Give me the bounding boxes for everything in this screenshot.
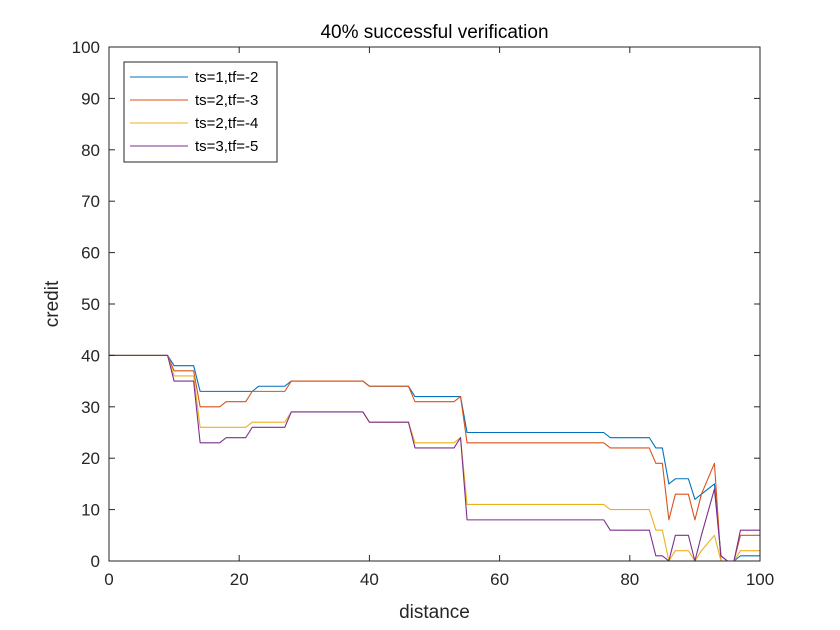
x-tick-label-100: 100 [746, 570, 774, 589]
chart-title: 40% successful verification [320, 22, 548, 43]
legend-items: ts=1,tf=-2 ts=2,tf=-3 ts=2,tf=-4 ts=3,tf=-5 [130, 69, 258, 155]
legend: ts=1,tf=-2 ts=2,tf=-3 ts=2,tf=-4 ts=3,tf=-5 [123, 61, 278, 163]
series-line-3 [109, 354, 760, 562]
series-line-2 [109, 354, 760, 562]
x-tick-label-0: 0 [104, 570, 113, 589]
x-tick-label-80: 80 [620, 570, 639, 589]
y-tick-label-40: 40 [81, 346, 100, 365]
y-tick-label-70: 70 [81, 192, 100, 211]
legend-label-2: ts=2,tf=-3 [195, 92, 258, 109]
series-layer [109, 354, 760, 562]
x-tick-label-20: 20 [230, 570, 249, 589]
legend-box [123, 61, 278, 163]
y-tick-label-30: 30 [81, 398, 100, 417]
series-line-4 [109, 354, 760, 562]
legend-label-3: ts=2,tf=-4 [195, 115, 258, 132]
y-tick-label-50: 50 [81, 295, 100, 314]
y-tick-label-10: 10 [81, 501, 100, 520]
legend-label-1: ts=1,tf=-2 [195, 69, 258, 86]
y-tick-label-80: 80 [81, 141, 100, 160]
y-ticks: 0 10 20 30 40 50 60 70 80 90 100 [72, 38, 760, 571]
x-tick-label-40: 40 [360, 570, 379, 589]
y-tick-label-60: 60 [81, 244, 100, 263]
x-axis-label: distance [399, 602, 470, 623]
y-tick-label-100: 100 [72, 38, 100, 57]
x-ticks: 0 20 40 60 80 100 [104, 47, 774, 589]
y-tick-label-90: 90 [81, 89, 100, 108]
x-tick-label-60: 60 [490, 570, 509, 589]
y-tick-label-0: 0 [91, 552, 100, 571]
legend-label-4: ts=3,tf=-5 [195, 138, 258, 155]
y-tick-label-20: 20 [81, 449, 100, 468]
y-axis-label: credit [42, 280, 63, 327]
